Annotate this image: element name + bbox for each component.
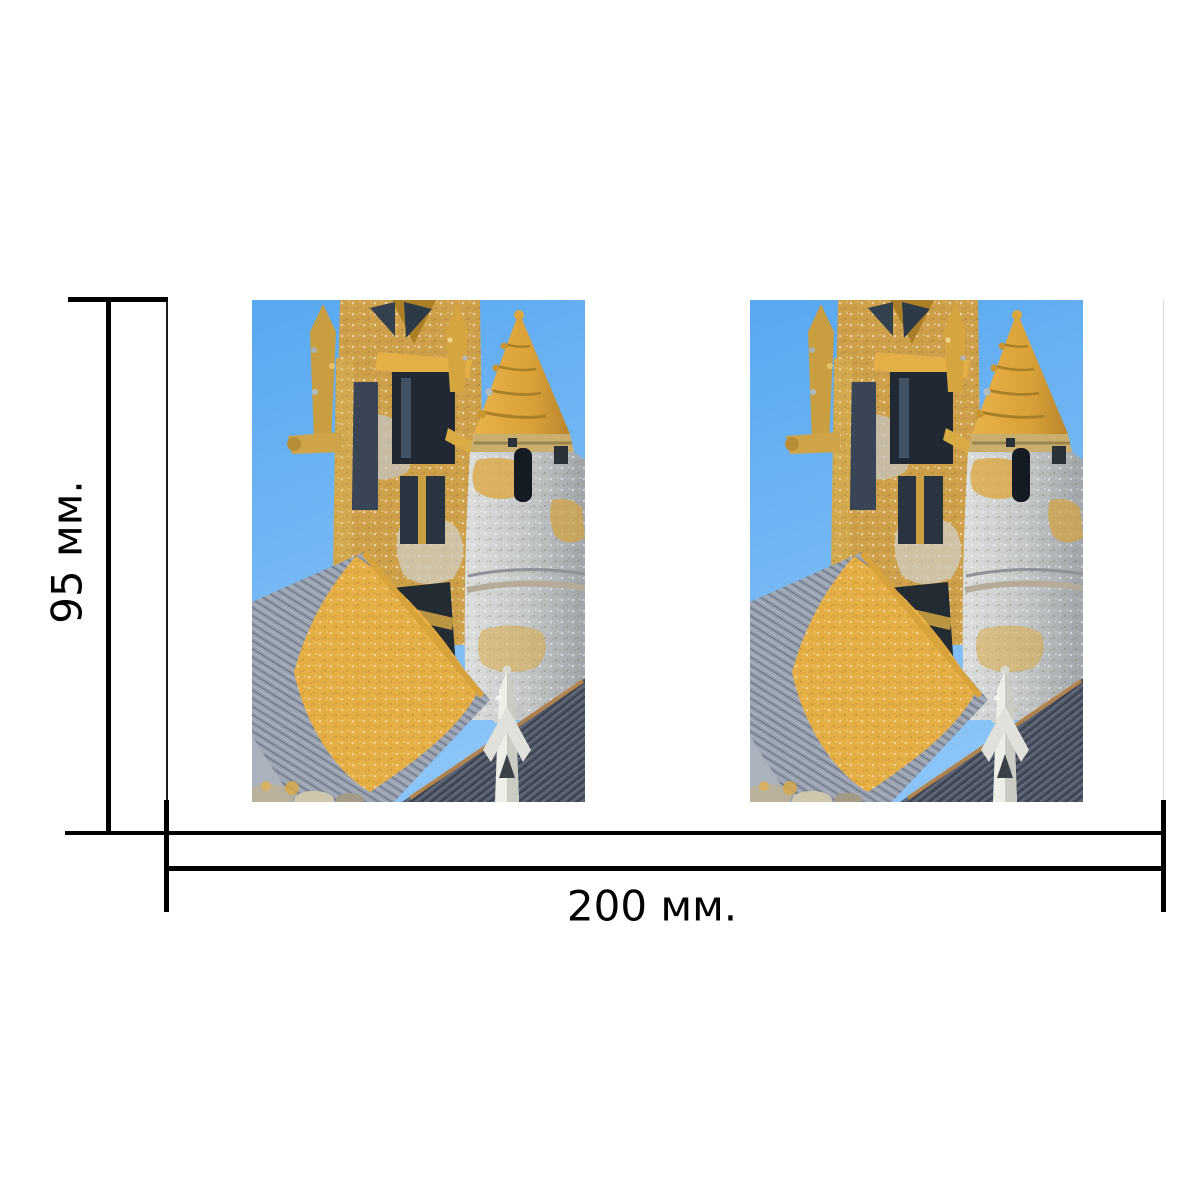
church-tower-photo-left	[252, 300, 585, 802]
church-tower-photo-right	[750, 300, 1083, 802]
card-bottom-edge-line	[65, 831, 1166, 835]
height-dimension-label: 95 мм.	[42, 480, 92, 624]
width-dimension-left-tick	[164, 800, 169, 912]
card-right-edge-line	[1163, 299, 1164, 803]
height-dimension-line	[106, 297, 111, 835]
width-dimension-label: 200 мм.	[566, 881, 738, 931]
width-dimension-line	[164, 866, 1166, 871]
width-dimension-right-tick	[1161, 800, 1166, 912]
height-dimension-top-tick	[68, 297, 168, 302]
card-left-edge-line	[166, 299, 168, 833]
